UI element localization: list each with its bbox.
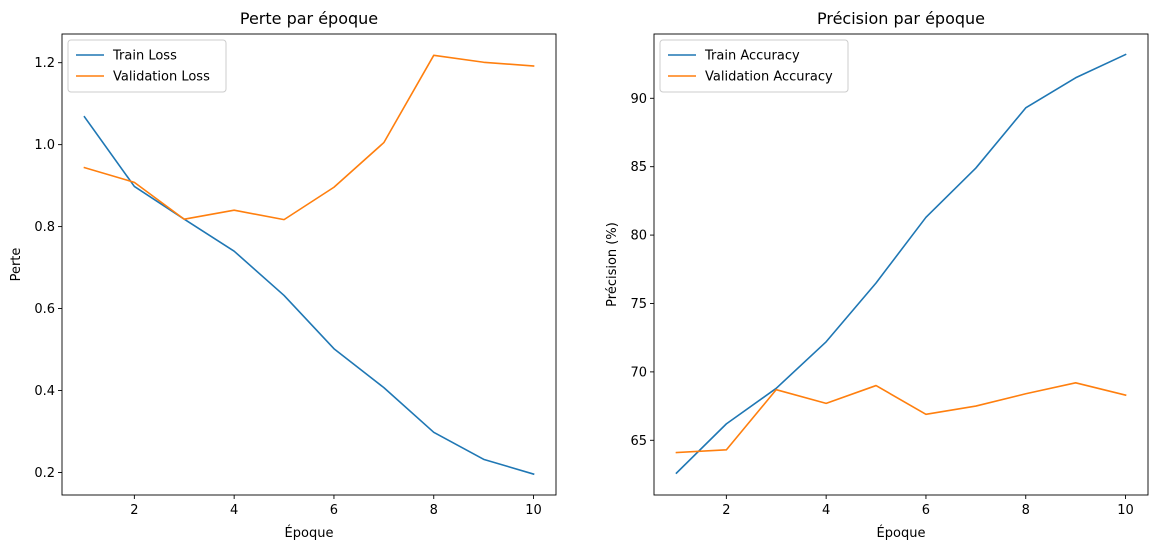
chart-title: Précision par époque [817, 9, 985, 28]
y-tick-label: 65 [630, 434, 647, 449]
legend-label-2: Validation Loss [113, 70, 210, 85]
y-tick-label: 1.0 [34, 138, 55, 153]
x-axis-label: Époque [877, 525, 926, 541]
y-tick-label: 85 [630, 160, 647, 175]
x-tick-label: 6 [330, 503, 338, 518]
series-line-2 [675, 382, 1127, 454]
x-tick-label: 10 [1117, 503, 1134, 518]
x-axis-label: Époque [285, 525, 334, 541]
y-tick-label: 0.8 [34, 220, 55, 235]
x-tick-label: 10 [525, 503, 542, 518]
y-tick-label: 75 [630, 297, 647, 312]
y-tick-label: 0.4 [34, 384, 55, 399]
legend: Train Loss Validation Loss [67, 39, 227, 93]
plot-frame [653, 33, 1149, 496]
legend-label-1: Train Accuracy [704, 49, 800, 64]
y-tick-label: 90 [630, 92, 647, 107]
y-tick-label: 70 [630, 365, 647, 380]
series-line-2 [83, 54, 535, 221]
x-tick-label: 2 [130, 503, 138, 518]
legend-box [659, 39, 849, 93]
chart-title: Perte par époque [240, 9, 378, 28]
y-tick-label: 0.6 [34, 302, 55, 317]
y-tick-label: 0.2 [34, 466, 55, 481]
chart-panel-1: 2 4 6 8 10 0.2 0.4 0.6 0.8 1.0 1.2 Perte par époque… [9, 9, 557, 541]
y-tick-label: 1.2 [34, 56, 55, 71]
series-line-1 [83, 115, 535, 476]
y-axis-label: Précision (%) [605, 222, 620, 307]
x-tick-label: 2 [722, 503, 730, 518]
legend-label-1: Train Loss [112, 49, 177, 64]
legend-label-2: Validation Accuracy [705, 70, 833, 85]
plot-frame [61, 33, 557, 496]
y-tick-label: 80 [630, 229, 647, 244]
x-tick-label: 4 [822, 503, 830, 518]
legend: Train Accuracy Validation Accuracy [659, 39, 849, 93]
x-tick-label: 8 [430, 503, 438, 518]
x-tick-label: 8 [1022, 503, 1030, 518]
x-tick-label: 4 [230, 503, 238, 518]
chart-panel-2: 2 4 6 8 10 65 70 75 80 85 90 Précision par époque Ép… [605, 9, 1149, 541]
x-tick-label: 6 [922, 503, 930, 518]
series-line-1 [675, 53, 1127, 475]
legend-box [67, 39, 227, 93]
y-axis-label: Perte [9, 248, 24, 282]
